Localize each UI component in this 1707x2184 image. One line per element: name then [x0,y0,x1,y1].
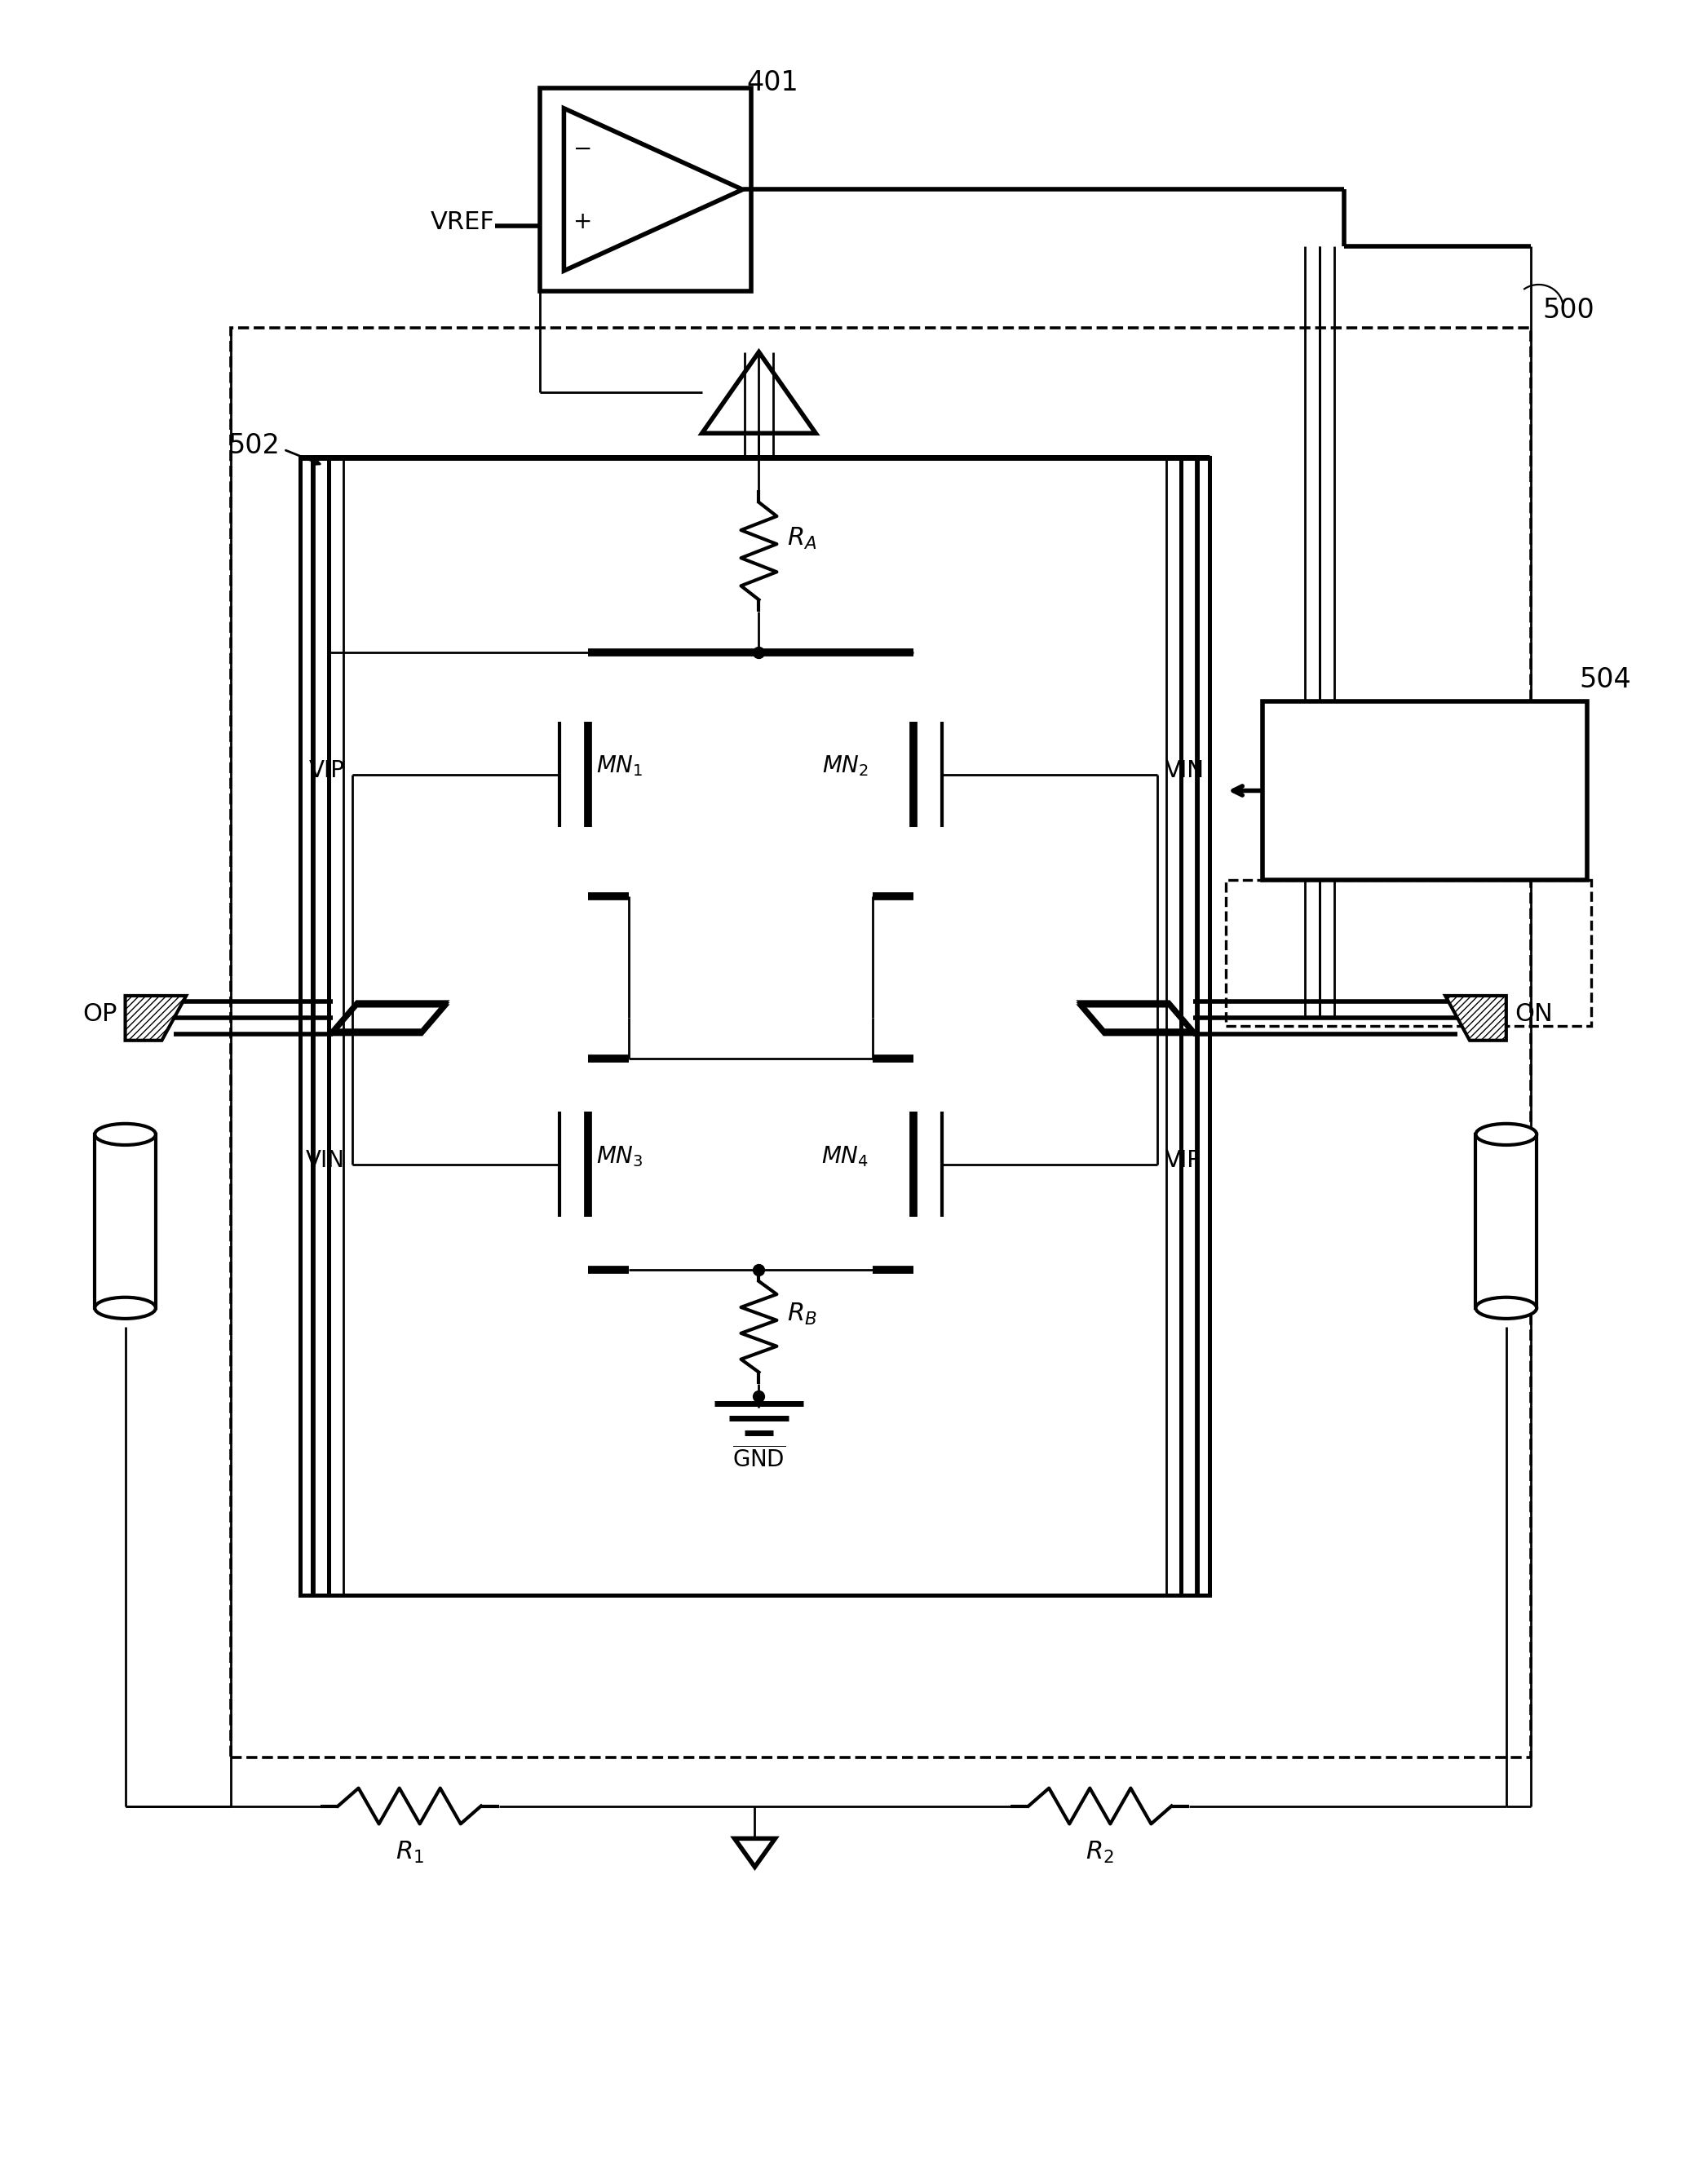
Bar [230,328,1531,1758]
Bar [328,459,1181,1594]
Ellipse shape [96,1125,155,1144]
Text: OP: OP [82,1002,118,1026]
Text: $R_2$: $R_2$ [1086,1841,1115,1865]
Bar [1477,1133,1536,1308]
Text: $MN_1$: $MN_1$ [596,753,644,778]
Polygon shape [1446,996,1506,1040]
Text: $\overline{\mathrm{GND}}$: $\overline{\mathrm{GND}}$ [732,1446,785,1472]
Text: +: + [574,210,592,234]
Bar [1226,880,1591,1026]
Text: $R_A$: $R_A$ [787,526,818,553]
Bar [312,459,1198,1594]
Text: −: − [574,138,592,159]
Bar [539,87,751,290]
Text: VIN: VIN [306,1149,345,1171]
Bar [300,459,1210,1594]
Text: $MN_4$: $MN_4$ [821,1144,869,1168]
Ellipse shape [1477,1125,1536,1144]
Bar [1263,701,1588,880]
Ellipse shape [1477,1297,1536,1319]
Bar [96,1133,155,1308]
Ellipse shape [96,1297,155,1319]
Text: $R_B$: $R_B$ [787,1302,818,1328]
Text: ON: ON [1514,1002,1552,1026]
Text: VIP: VIP [1166,1149,1202,1171]
Text: 401: 401 [746,70,799,96]
Text: 502: 502 [227,432,280,459]
Text: $MN_2$: $MN_2$ [823,753,869,778]
Text: $R_1$: $R_1$ [396,1841,423,1865]
Text: VIN: VIN [1166,758,1203,782]
Text: $MN_3$: $MN_3$ [596,1144,644,1168]
Text: 500: 500 [1543,297,1594,323]
Polygon shape [125,996,186,1040]
Text: VREF: VREF [430,210,495,234]
Text: 504: 504 [1579,666,1632,692]
Text: VIP: VIP [309,758,345,782]
Text: Calibration
unit: Calibration unit [1364,751,1487,806]
